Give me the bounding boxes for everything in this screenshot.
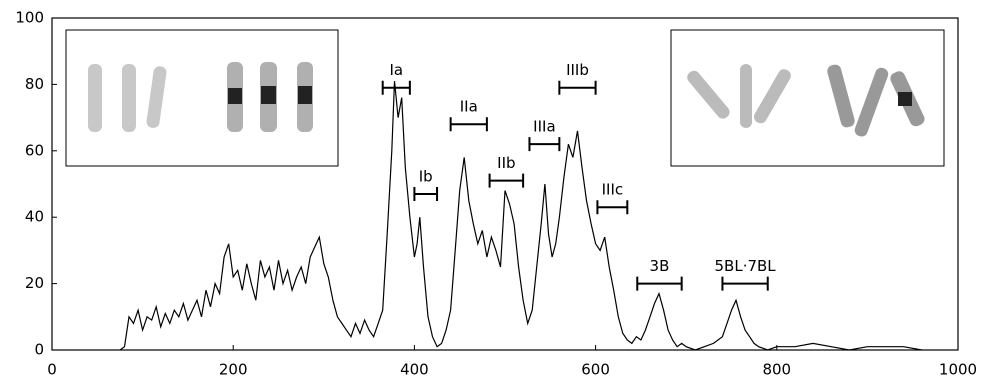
bracket bbox=[529, 137, 559, 151]
chromosome bbox=[740, 64, 752, 128]
chromosome bbox=[122, 64, 136, 132]
annotation-label: IIIa bbox=[533, 118, 555, 136]
inset-left bbox=[66, 30, 338, 166]
chart: 02040608010002004006008001000IaIbIIaIIbI… bbox=[0, 0, 981, 386]
bracket bbox=[559, 81, 595, 95]
band bbox=[898, 92, 912, 106]
bracket bbox=[451, 117, 487, 131]
x-tick-label: 600 bbox=[581, 361, 610, 379]
annotation-label: Ia bbox=[389, 61, 403, 79]
annotation-label: IIb bbox=[497, 154, 515, 172]
bracket bbox=[414, 187, 437, 201]
x-tick-label: 800 bbox=[762, 361, 791, 379]
band bbox=[261, 86, 276, 104]
chromosome bbox=[88, 64, 102, 132]
bracket bbox=[637, 277, 681, 291]
annotation-label: IIa bbox=[460, 98, 478, 116]
bracket bbox=[383, 81, 410, 95]
annotation-label: IIIb bbox=[566, 61, 589, 79]
annotation-label: 3B bbox=[650, 257, 670, 275]
y-tick-label: 100 bbox=[15, 9, 44, 27]
band bbox=[298, 86, 312, 104]
bracket bbox=[597, 200, 627, 214]
x-tick-label: 200 bbox=[219, 361, 248, 379]
band bbox=[228, 88, 242, 104]
annotation-label: 5BL·7BL bbox=[715, 257, 777, 275]
y-tick-label: 0 bbox=[34, 341, 44, 359]
y-tick-label: 40 bbox=[25, 208, 44, 226]
y-tick-label: 20 bbox=[25, 274, 44, 292]
inset-right bbox=[671, 30, 944, 166]
bracket bbox=[490, 174, 524, 188]
annotation-label: Ib bbox=[419, 167, 433, 185]
annotation-label: IIIc bbox=[602, 181, 624, 199]
x-tick-label: 0 bbox=[47, 361, 57, 379]
y-tick-label: 80 bbox=[25, 75, 44, 93]
bracket bbox=[722, 277, 767, 291]
x-tick-label: 400 bbox=[400, 361, 429, 379]
y-tick-label: 60 bbox=[25, 141, 44, 159]
x-tick-label: 1000 bbox=[939, 361, 977, 379]
